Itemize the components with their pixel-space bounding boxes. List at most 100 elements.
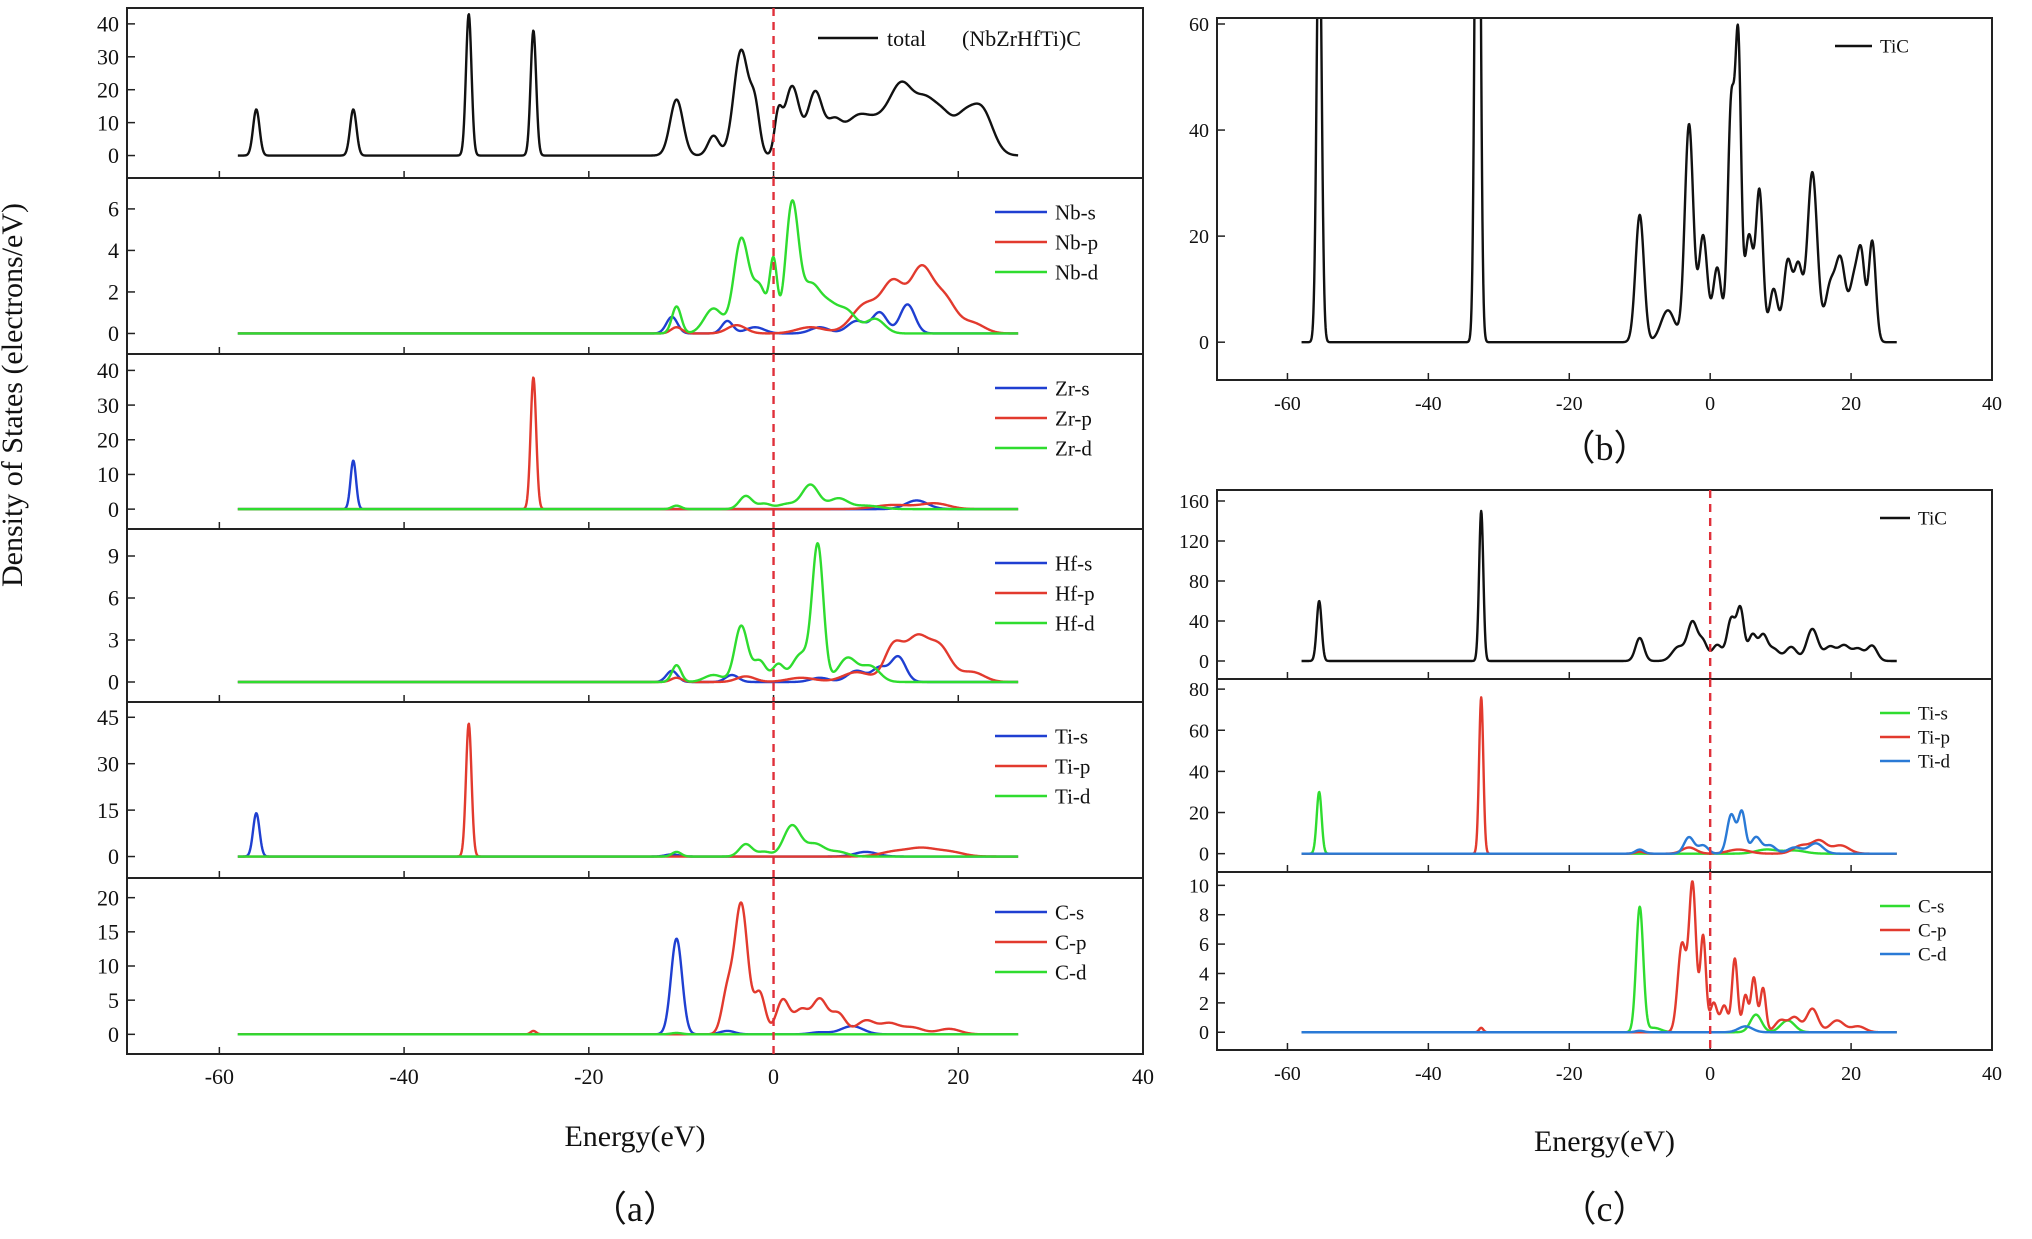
y-tick-label: 20 [97, 427, 119, 452]
y-tick-label: 80 [1189, 571, 1209, 593]
y-tick-label: 20 [97, 77, 119, 102]
panel-caption: （c） [1561, 1189, 1649, 1229]
legend: C-s C-p C-d [995, 900, 1087, 984]
y-tick-label: 10 [97, 110, 119, 135]
y-tick-label: 160 [1179, 491, 1209, 513]
y-tick-label: 4 [108, 238, 119, 263]
y-tick-label: 60 [1189, 14, 1209, 36]
panel-frame [126, 701, 1144, 879]
panel-frame [1216, 17, 1993, 381]
panel-nb: 0 2 4 6 Nb-s Nb-p Nb-d [108, 177, 1144, 355]
panel-caption: （a） [591, 1189, 679, 1229]
y-tick-label: 20 [1189, 803, 1209, 825]
legend: Ti-s Ti-p Ti-d [1880, 704, 1951, 773]
legend-entry: Nb-s [1055, 200, 1096, 224]
y-tick-label: 0 [108, 321, 119, 346]
panel-total: 0 10 20 30 40 total (NbZrHfTi)C [97, 7, 1144, 179]
y-tick-label: 0 [108, 497, 119, 522]
series-line-hf-d [237, 542, 1019, 684]
y-tick-label: 120 [1179, 531, 1209, 553]
x-tick-label: 0 [1705, 1063, 1715, 1085]
series-line-zr-d [237, 483, 1019, 511]
legend-entry: Ti-p [1918, 728, 1950, 749]
panel-caption: （b） [1559, 428, 1649, 468]
legend: Zr-s Zr-p Zr-d [995, 376, 1092, 460]
panel-frame [126, 528, 1144, 703]
legend: C-s C-p C-d [1880, 897, 1947, 966]
y-tick-label: 30 [97, 751, 119, 776]
series-line-nb-s [237, 303, 1019, 335]
x-axis-label: Energy(eV) [1534, 1125, 1675, 1158]
y-tick-label: 0 [108, 844, 119, 869]
legend: total (NbZrHfTi)C [818, 26, 1081, 51]
legend-entry: Ti-d [1918, 752, 1951, 773]
x-tick-label: 40 [1982, 393, 2002, 415]
y-tick-label: 6 [108, 586, 119, 611]
legend: TiC [1880, 509, 1947, 530]
y-tick-label: 6 [108, 197, 119, 222]
legend-entry: C-p [1055, 930, 1087, 954]
panel-c: 0 5 10 15 20 C-s C-p C-d [97, 877, 1144, 1055]
legend-entry: Hf-s [1055, 551, 1092, 575]
legend-entry: Ti-d [1055, 784, 1091, 808]
y-tick-label: 8 [1199, 905, 1209, 927]
series-line-zr-s [237, 459, 1019, 511]
y-tick-label: 15 [97, 920, 119, 945]
figure-part-c: 04080120160TiC020406080Ti-sTi-pTi-d02468… [1179, 489, 2002, 1229]
panel-c: 0 2 4 6 8 10 C-s C-p C-d [1189, 871, 1993, 1051]
panel-ti: 0 15 30 45 Ti-s Ti-p Ti-d [97, 701, 1144, 879]
y-tick-label: 0 [108, 143, 119, 168]
series-line-nb-d [237, 199, 1019, 335]
y-tick-label: 6 [1199, 934, 1209, 956]
legend-entry: Hf-d [1055, 611, 1095, 635]
legend-entry: C-s [1918, 897, 1944, 918]
series-line-c-p [237, 901, 1019, 1036]
x-tick-label: -40 [1415, 393, 1442, 415]
y-tick-label: 40 [1189, 611, 1209, 633]
y-tick-label: 40 [97, 358, 119, 383]
x-tick-label: -60 [205, 1064, 234, 1089]
y-tick-label: 40 [1189, 761, 1209, 783]
y-tick-label: 4 [1199, 963, 1209, 985]
x-tick-label: 0 [1705, 393, 1715, 415]
legend-entry: Hf-p [1055, 581, 1095, 605]
legend-entry: C-s [1055, 900, 1084, 924]
panel-frame [126, 353, 1144, 530]
y-tick-label: 30 [97, 44, 119, 69]
legend: Nb-s Nb-p Nb-d [995, 200, 1099, 284]
series-line-total [237, 13, 1019, 157]
legend-entry: Zr-p [1055, 406, 1092, 430]
series-line-c-d [1300, 1025, 1898, 1034]
legend-entry: Ti-p [1055, 754, 1090, 778]
legend-entry: Zr-s [1055, 376, 1090, 400]
legend-entry: C-d [1918, 945, 1947, 966]
legend-entry: Nb-d [1055, 260, 1099, 284]
y-tick-label: 2 [108, 280, 119, 305]
y-tick-label: 2 [1199, 993, 1209, 1015]
y-tick-label: 5 [108, 988, 119, 1013]
y-tick-label: 9 [108, 544, 119, 569]
y-tick-label: 20 [1189, 226, 1209, 248]
y-tick-label: 0 [1199, 332, 1209, 354]
y-tick-label: 3 [108, 628, 119, 653]
shared-y-axis-label: Density of States (electrons/eV) [0, 203, 29, 587]
y-tick-label: 10 [97, 462, 119, 487]
panel-ti: 0 20 40 60 80 Ti-s Ti-p Ti-d [1189, 678, 1993, 873]
y-tick-label: 40 [1189, 120, 1209, 142]
y-tick-label: 40 [97, 12, 119, 37]
legend-entry: Nb-p [1055, 230, 1098, 254]
panel-frame [126, 177, 1144, 355]
legend-entry: C-p [1918, 921, 1947, 942]
series-line-c-p [1300, 880, 1898, 1034]
series-line-ti-p [1300, 696, 1898, 855]
panel-zr: 0 10 20 30 40 Zr-s Zr-p Zr-d [97, 353, 1144, 530]
series-line-c-s [237, 937, 1019, 1036]
x-tick-label: 0 [768, 1064, 779, 1089]
x-axis-label: Energy(eV) [564, 1120, 705, 1153]
panel-frame [1216, 678, 1993, 873]
y-tick-label: 0 [1199, 651, 1209, 673]
y-tick-label: 45 [97, 705, 119, 730]
y-tick-label: 0 [1199, 1022, 1209, 1044]
series-line-hf-s [237, 654, 1019, 684]
